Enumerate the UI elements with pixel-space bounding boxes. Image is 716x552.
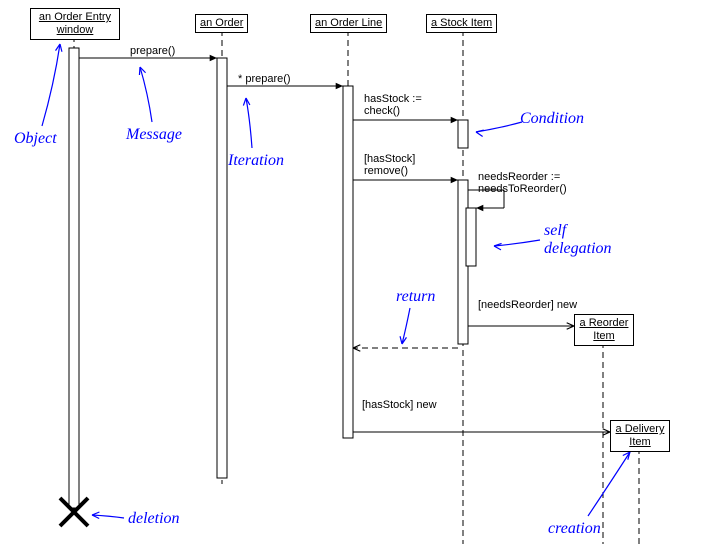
annotation-iteration: Iteration [228, 152, 284, 170]
svg-text:needsToReorder(): needsToReorder() [478, 183, 567, 195]
object-label: an Order Entry [39, 11, 111, 23]
annotation-object: Object [14, 130, 57, 148]
object-label: a Stock Item [431, 17, 492, 29]
object-stock-item: a Stock Item [426, 14, 497, 33]
object-label: Item [593, 330, 614, 342]
object-order-line: an Order Line [310, 14, 387, 33]
svg-text:[needsReorder] new: [needsReorder] new [478, 299, 577, 311]
annotation-message: Message [126, 126, 182, 144]
object-label: an Order [200, 17, 243, 29]
annotation-condition: Condition [520, 110, 584, 128]
object-label: Item [629, 436, 650, 448]
svg-text:[hasStock]: [hasStock] [364, 153, 415, 165]
svg-text:check(): check() [364, 105, 400, 117]
annotation-creation: creation [548, 520, 601, 538]
object-order-entry: an Order Entry window [30, 8, 120, 40]
object-order: an Order [195, 14, 248, 33]
object-label: a Reorder [580, 317, 629, 329]
object-label: window [57, 24, 94, 36]
object-delivery-item: a Delivery Item [610, 420, 670, 452]
annotation-self-delegation: self delegation [544, 222, 612, 258]
svg-text:prepare(): prepare() [130, 45, 175, 57]
annotation-return: return [396, 288, 435, 306]
svg-text:[hasStock] new: [hasStock] new [362, 399, 437, 411]
object-reorder-item: a Reorder Item [574, 314, 634, 346]
object-label: a Delivery [616, 423, 665, 435]
svg-text:remove(): remove() [364, 165, 408, 177]
svg-text:hasStock :=: hasStock := [364, 93, 422, 105]
svg-text:needsReorder :=: needsReorder := [478, 171, 560, 183]
annotation-deletion: deletion [128, 510, 180, 528]
sequence-diagram: prepare() * prepare() hasStock :=check() [h… [0, 0, 716, 552]
object-label: an Order Line [315, 17, 382, 29]
svg-text:* prepare(): * prepare() [238, 73, 291, 85]
